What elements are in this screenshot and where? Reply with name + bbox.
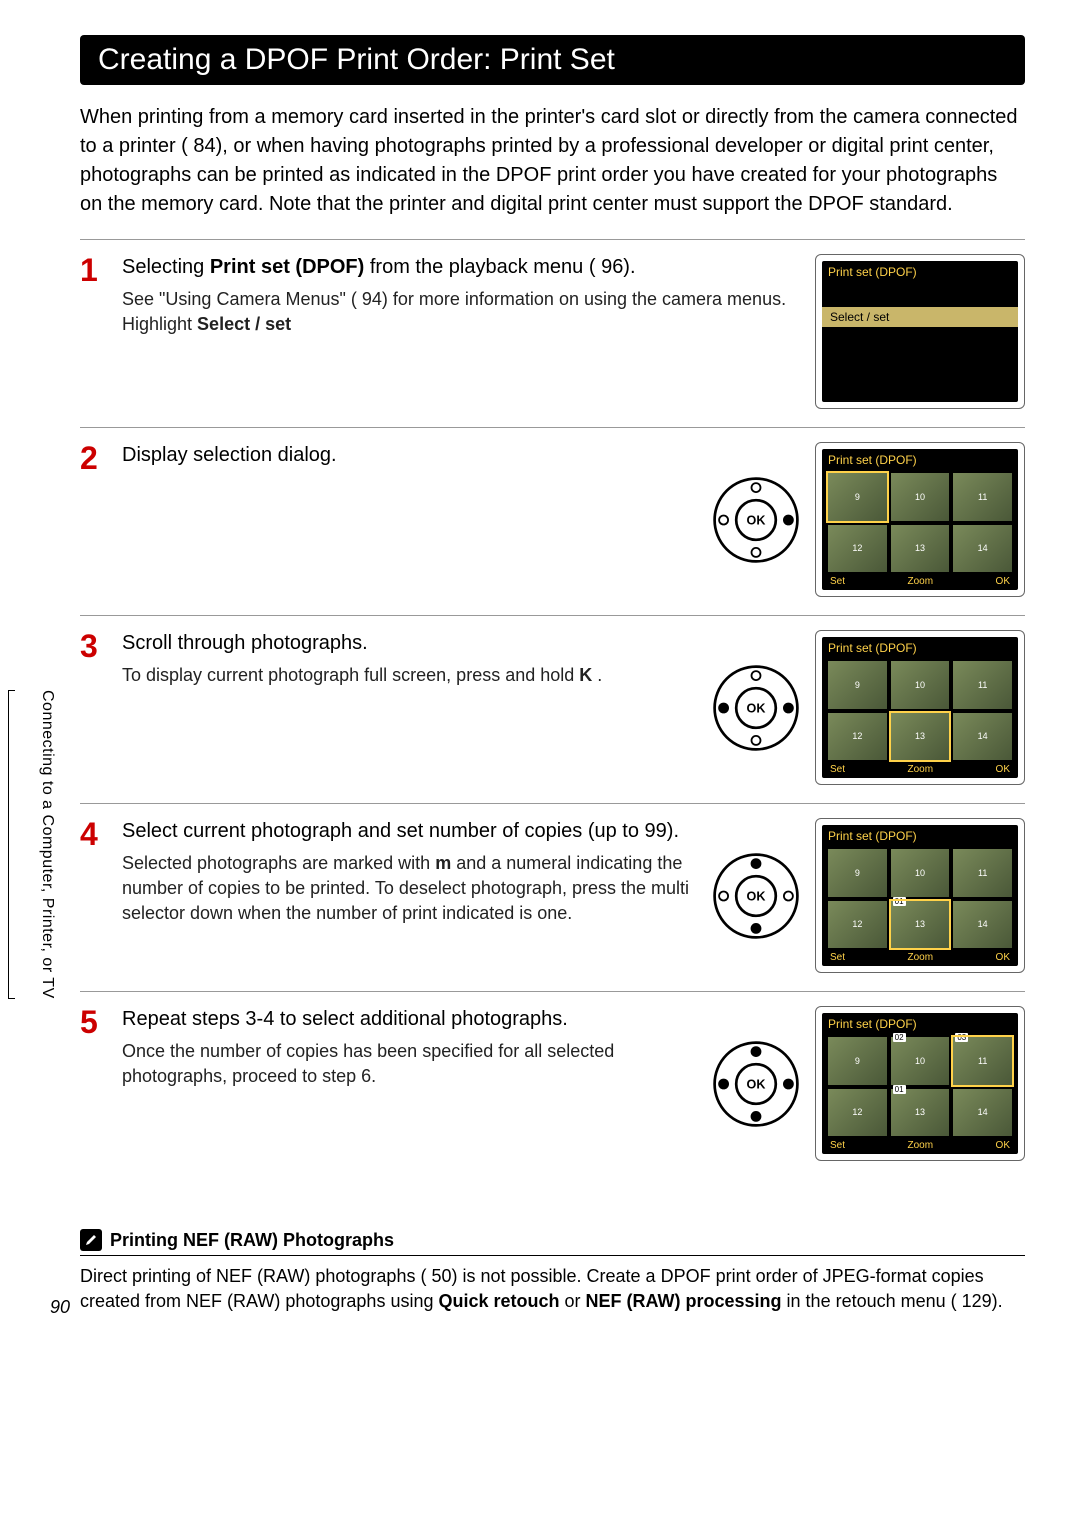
step-number: 4 (80, 818, 108, 850)
lcd-screen: Print set (DPOF) 91011 121314SetZoomOK (815, 630, 1025, 785)
lcd-thumb: 13 (891, 713, 950, 761)
step-desc: See "Using Camera Menus" ( 94) for more … (122, 287, 801, 312)
svg-text:OK: OK (747, 701, 766, 715)
note-title: Printing NEF (RAW) Photographs (110, 1230, 394, 1251)
note-section: Printing NEF (RAW) Photographs Direct pr… (80, 1229, 1025, 1314)
lcd-thumb: 9 (828, 1037, 887, 1085)
step-number: 1 (80, 254, 108, 286)
step-desc: Selected photographs are marked with m a… (122, 851, 697, 927)
lcd-thumb: 9 (828, 473, 887, 521)
step-desc: Highlight Select / set (122, 312, 801, 337)
step-desc: To display current photograph full scree… (122, 663, 697, 688)
step: 1 Selecting Print set (DPOF) from the pl… (80, 239, 1025, 427)
step-right: OK Print set (DPOF) 91011 12011314SetZoomO… (711, 818, 1025, 973)
lcd-thumb: 14 (953, 901, 1012, 949)
step-title: Select current photograph and set number… (122, 818, 697, 845)
step-number: 5 (80, 1006, 108, 1038)
svg-text:OK: OK (747, 513, 766, 527)
lcd-thumb: 10 (891, 661, 950, 709)
step-title: Scroll through photographs. (122, 630, 697, 657)
intro-paragraph: When printing from a memory card inserte… (80, 103, 1025, 219)
lcd-thumb: 12 (828, 713, 887, 761)
lcd-select-item: Select / set (822, 307, 1018, 327)
lcd-thumb-grid: 91011 121314 (822, 469, 1018, 574)
lcd-thumb: 13 (891, 525, 950, 573)
step: 4 Select current photograph and set numb… (80, 803, 1025, 991)
lcd-thumb: 11 (953, 661, 1012, 709)
lcd-title: Print set (DPOF) (822, 261, 1018, 281)
lcd-thumb: 9 (828, 661, 887, 709)
lcd-thumb: 10 (891, 473, 950, 521)
lcd-footer: SetZoomOK (822, 762, 1018, 778)
svg-text:OK: OK (747, 889, 766, 903)
step-number: 3 (80, 630, 108, 662)
pencil-icon (80, 1229, 102, 1251)
step-right: OK Print set (DPOF) 91011 121314SetZoomOK (711, 630, 1025, 785)
step-title: Selecting Print set (DPOF) from the play… (122, 254, 801, 281)
lcd-thumb: 14 (953, 713, 1012, 761)
lcd-thumb: 0113 (891, 1089, 950, 1137)
lcd-footer: SetZoomOK (822, 1138, 1018, 1154)
lcd-thumb: 12 (828, 1089, 887, 1137)
lcd-thumb: 12 (828, 901, 887, 949)
note-body: Direct printing of NEF (RAW) photographs… (80, 1264, 1025, 1314)
step: 2 Display selection dialog. OK Print set… (80, 427, 1025, 615)
step: 3 Scroll through photographs. To display… (80, 615, 1025, 803)
lcd-thumb: 14 (953, 525, 1012, 573)
step-desc: Once the number of copies has been speci… (122, 1039, 697, 1089)
lcd-thumb: 0210 (891, 1037, 950, 1085)
step-right: OK Print set (DPOF) 902100311 12011314SetZ… (711, 1006, 1025, 1161)
dpad-icon: OK (711, 1039, 801, 1129)
lcd-thumb: 11 (953, 473, 1012, 521)
lcd-thumb: 9 (828, 849, 887, 897)
step-number: 2 (80, 442, 108, 474)
dpad-icon: OK (711, 663, 801, 753)
lcd-thumb: 0113 (891, 901, 950, 949)
step-right: OK Print set (DPOF) 91011 121314SetZoomOK (711, 442, 1025, 597)
dpad-icon: OK (711, 851, 801, 941)
page-title-bar: Creating a DPOF Print Order: Print Set (80, 35, 1025, 85)
lcd-screen: Print set (DPOF) 902100311 12011314SetZoom… (815, 1006, 1025, 1161)
page-number: 90 (50, 1297, 70, 1318)
svg-text:OK: OK (747, 1077, 766, 1091)
lcd-thumb-grid: 902100311 12011314 (822, 1033, 1018, 1138)
lcd-footer: SetZoomOK (822, 574, 1018, 590)
dpad-icon: OK (711, 475, 801, 565)
step: 5 Repeat steps 3-4 to select additional … (80, 991, 1025, 1179)
lcd-thumb: 14 (953, 1089, 1012, 1137)
lcd-thumb-grid: 91011 121314 (822, 657, 1018, 762)
lcd-screen: Print set (DPOF) 91011 121314SetZoomOK (815, 442, 1025, 597)
lcd-title: Print set (DPOF) (822, 825, 1018, 845)
lcd-screen: Print set (DPOF) Select / set (815, 254, 1025, 409)
lcd-thumb-grid: 91011 12011314 (822, 845, 1018, 950)
step-right: Print set (DPOF) Select / set (815, 254, 1025, 409)
lcd-thumb: 12 (828, 525, 887, 573)
side-tab: Connecting to a Computer, Printer, or TV (38, 690, 56, 999)
lcd-title: Print set (DPOF) (822, 637, 1018, 657)
lcd-thumb: 0311 (953, 1037, 1012, 1085)
lcd-title: Print set (DPOF) (822, 449, 1018, 469)
lcd-thumb: 11 (953, 849, 1012, 897)
lcd-screen: Print set (DPOF) 91011 12011314SetZoomOK (815, 818, 1025, 973)
step-title: Display selection dialog. (122, 442, 697, 469)
lcd-footer: SetZoomOK (822, 950, 1018, 966)
lcd-thumb: 10 (891, 849, 950, 897)
lcd-title: Print set (DPOF) (822, 1013, 1018, 1033)
step-title: Repeat steps 3-4 to select additional ph… (122, 1006, 697, 1033)
